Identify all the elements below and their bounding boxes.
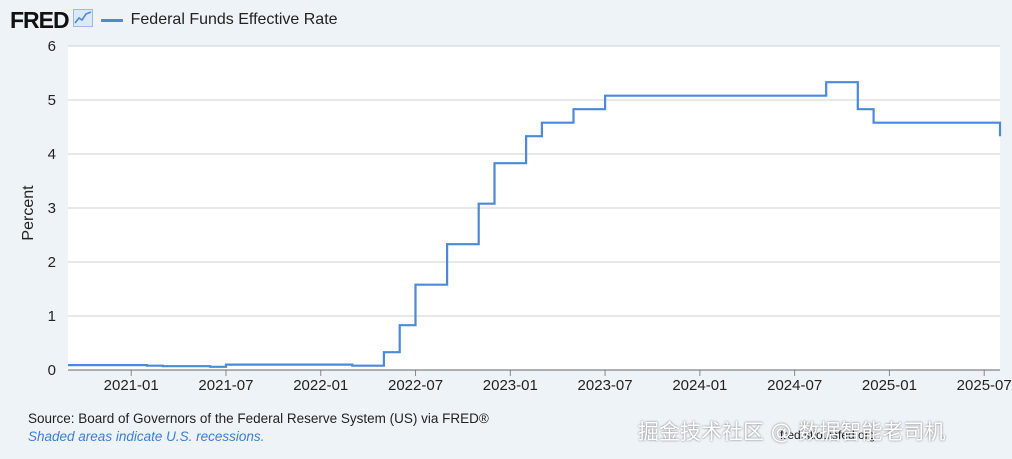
- y-axis: 0 1 2 3 4 5 6: [48, 38, 56, 379]
- y-tick-label: 6: [48, 38, 56, 55]
- line-chart: 0 1 2 3 4 5 6 2021-01 2021-07 2022-01 2022-07 2023…: [20, 38, 1012, 394]
- series-line-federal-funds-rate[interactable]: [68, 81, 1002, 368]
- recession-note: Shaded areas indicate U.S. recessions.: [28, 429, 265, 444]
- x-tick-label: 2024-07: [767, 377, 822, 394]
- chart-header: FRED Federal Funds Effective Rate: [10, 4, 338, 36]
- y-axis-label: Percent: [20, 185, 37, 241]
- line-chart-icon: [72, 8, 93, 32]
- legend-swatch: [100, 18, 123, 22]
- x-tick-label: 2021-07: [198, 377, 253, 394]
- x-axis: 2021-01 2021-07 2022-01 2022-07 2023-01 2023-…: [68, 369, 1012, 394]
- y-tick-label: 0: [48, 362, 56, 379]
- source-text: Source: Board of Governors of the Federa…: [28, 411, 489, 426]
- y-tick-label: 2: [48, 254, 56, 271]
- chart-footer: Source: Board of Governors of the Federa…: [28, 410, 489, 446]
- y-tick-label: 5: [48, 92, 56, 109]
- legend-label[interactable]: Federal Funds Effective Rate: [130, 11, 338, 28]
- x-tick-label: 2022-01: [293, 377, 348, 394]
- x-tick-label: 2021-01: [104, 377, 159, 394]
- x-tick-label: 2025-07: [957, 377, 1012, 394]
- x-tick-label: 2022-07: [388, 377, 443, 394]
- x-tick-label: 2025-01: [862, 377, 917, 394]
- watermark-text: 掘金技术社区 @ 数据智能老司机: [638, 420, 946, 444]
- x-tick-label: 2023-07: [578, 377, 633, 394]
- y-tick-label: 1: [48, 308, 56, 325]
- y-tick-label: 4: [48, 146, 56, 163]
- x-tick-label: 2023-01: [483, 377, 538, 394]
- fred-logo[interactable]: FRED: [10, 6, 70, 33]
- credit-link[interactable]: fred.stlouisfed.org: [780, 428, 876, 442]
- x-tick-label: 2024-01: [672, 377, 727, 394]
- y-tick-label: 3: [48, 200, 56, 217]
